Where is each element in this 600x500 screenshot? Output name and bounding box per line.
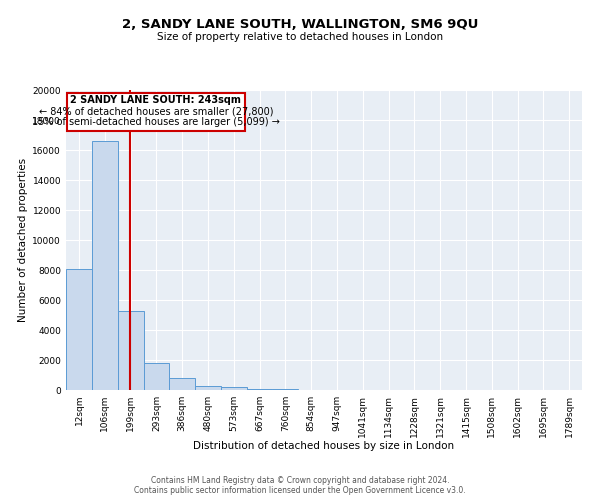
FancyBboxPatch shape	[67, 93, 245, 130]
Bar	[118, 310, 143, 390]
Y-axis label: Number of detached properties: Number of detached properties	[18, 158, 28, 322]
Text: ← 84% of detached houses are smaller (27,800): ← 84% of detached houses are smaller (27…	[38, 106, 273, 117]
Bar	[169, 378, 195, 390]
Bar	[66, 268, 92, 390]
Text: 15% of semi-detached houses are larger (5,099) →: 15% of semi-detached houses are larger (…	[32, 117, 280, 127]
Bar	[247, 388, 272, 390]
Text: Size of property relative to detached houses in London: Size of property relative to detached ho…	[157, 32, 443, 42]
X-axis label: Distribution of detached houses by size in London: Distribution of detached houses by size …	[193, 441, 455, 451]
Text: 2, SANDY LANE SOUTH, WALLINGTON, SM6 9QU: 2, SANDY LANE SOUTH, WALLINGTON, SM6 9QU	[122, 18, 478, 30]
Bar	[272, 388, 298, 390]
Text: 2 SANDY LANE SOUTH: 243sqm: 2 SANDY LANE SOUTH: 243sqm	[70, 95, 241, 106]
Bar	[143, 363, 169, 390]
Text: Contains HM Land Registry data © Crown copyright and database right 2024.: Contains HM Land Registry data © Crown c…	[151, 476, 449, 485]
Text: Contains public sector information licensed under the Open Government Licence v3: Contains public sector information licen…	[134, 486, 466, 495]
Bar	[221, 387, 247, 390]
Bar	[92, 141, 118, 390]
Bar	[195, 386, 221, 390]
